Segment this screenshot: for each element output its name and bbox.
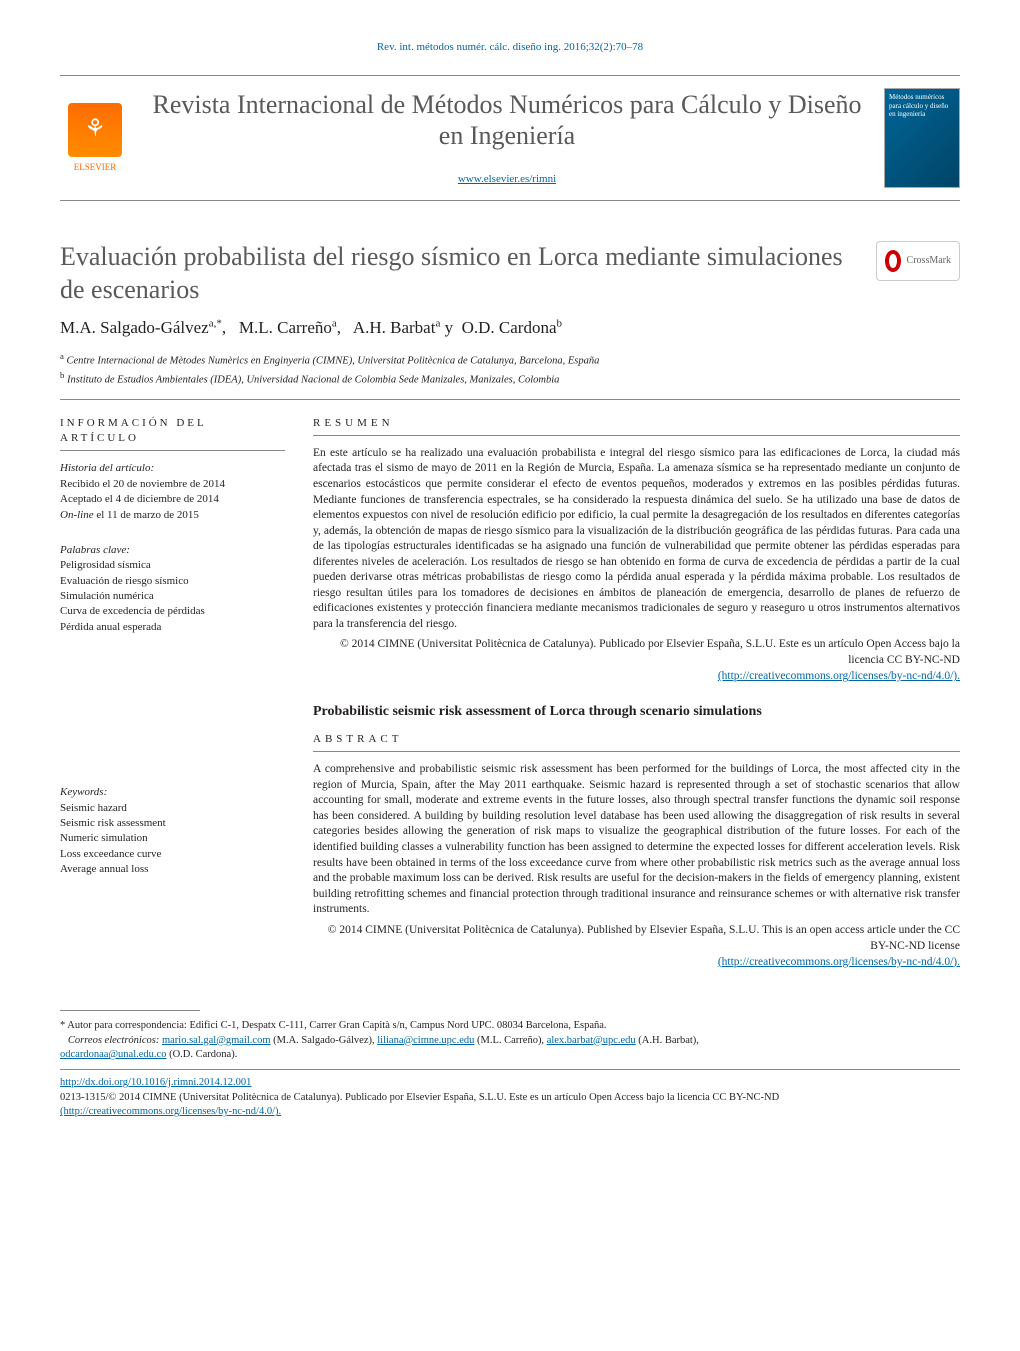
kw-es-3: Curva de excedencia de pérdidas — [60, 605, 205, 617]
author-3-aff: a — [435, 318, 440, 330]
author-4-aff: b — [557, 318, 563, 330]
resumen-copyright-text: © 2014 CIMNE (Universitat Politècnica de… — [340, 638, 960, 666]
doi-link[interactable]: http://dx.doi.org/10.1016/j.rimni.2014.1… — [60, 1077, 251, 1088]
abstract-license-link[interactable]: (http://creativecommons.org/licenses/by-… — [718, 956, 960, 968]
resumen-label: RESUMEN — [313, 416, 960, 436]
email-1-who: (M.L. Carreño), — [477, 1035, 544, 1046]
author-4: O.D. Cardona — [462, 318, 557, 337]
email-0-who: (M.A. Salgado-Gálvez), — [273, 1035, 374, 1046]
author-2: M.L. Carreño — [239, 318, 332, 337]
kw-en-0: Seismic hazard — [60, 802, 127, 814]
abstract-copyright: © 2014 CIMNE (Universitat Politècnica de… — [313, 922, 960, 970]
emails-line: Correos electrónicos: mario.sal.gal@gmai… — [60, 1034, 960, 1063]
keywords-en-block: Keywords: Seismic hazard Seismic risk as… — [60, 785, 285, 877]
email-3-who: (O.D. Cardona). — [169, 1049, 237, 1060]
bottom-rule-1 — [60, 1069, 960, 1070]
kw-es-1: Evaluación de riesgo sísmico — [60, 575, 189, 587]
kw-en-4: Average annual loss — [60, 863, 148, 875]
email-1[interactable]: liliana@cimne.upc.edu — [377, 1035, 474, 1046]
abstract-text: A comprehensive and probabilistic seismi… — [313, 762, 960, 917]
publisher-name: ELSEVIER — [60, 161, 130, 174]
issn-line: 0213-1315/© 2014 CIMNE (Universitat Poli… — [60, 1092, 779, 1103]
journal-url-link[interactable]: www.elsevier.es/rimni — [458, 173, 556, 185]
crossmark-icon — [885, 250, 901, 272]
right-column: RESUMEN En este artículo se ha realizado… — [313, 416, 960, 970]
footnotes: * Autor para correspondencia: Edifici C-… — [60, 1019, 960, 1120]
resumen-license-link[interactable]: (http://creativecommons.org/licenses/by-… — [718, 670, 960, 682]
history-block: Historia del artículo: Recibido el 20 de… — [60, 461, 285, 523]
abstract-label: ABSTRACT — [313, 732, 960, 752]
authors-line: M.A. Salgado-Gálveza,*, M.L. Carreñoa, A… — [60, 316, 960, 340]
english-title: Probabilistic seismic risk assessment of… — [313, 702, 960, 722]
journal-header: ⚘ ELSEVIER Revista Internacional de Méto… — [60, 75, 960, 201]
keywords-es-block: Palabras clave: Peligrosidad sísmica Eva… — [60, 543, 285, 635]
emails-label: Correos electrónicos: — [68, 1035, 159, 1046]
kw-en-3: Loss exceedance curve — [60, 848, 161, 860]
kw-es-0: Peligrosidad sísmica — [60, 559, 151, 571]
author-2-aff: a — [332, 318, 337, 330]
email-2-who: (A.H. Barbat), — [638, 1035, 699, 1046]
affiliation-b: Instituto de Estudios Ambientales (IDEA)… — [67, 375, 559, 386]
article-title: Evaluación probabilista del riesgo sísmi… — [60, 241, 856, 306]
corresponding-author: * Autor para correspondencia: Edifici C-… — [60, 1019, 960, 1034]
footnote-rule — [60, 1010, 200, 1011]
keywords-en-label: Keywords: — [60, 786, 107, 798]
journal-title-block: Revista Internacional de Métodos Numéric… — [150, 89, 864, 188]
kw-en-1: Seismic risk assessment — [60, 817, 166, 829]
issn-license-link[interactable]: (http://creativecommons.org/licenses/by-… — [60, 1106, 281, 1117]
email-0[interactable]: mario.sal.gal@gmail.com — [162, 1035, 271, 1046]
email-3[interactable]: odcardonaa@unal.edu.co — [60, 1049, 166, 1060]
resumen-text: En este artículo se ha realizado una eva… — [313, 446, 960, 632]
author-1: M.A. Salgado-Gálvez — [60, 318, 209, 337]
affiliations: a Centre Internacional de Mètodes Numèri… — [60, 350, 960, 399]
kw-en-2: Numeric simulation — [60, 832, 148, 844]
left-column: INFORMACIÓN DEL ARTÍCULO Historia del ar… — [60, 416, 285, 970]
affiliation-a: Centre Internacional de Mètodes Numèrics… — [67, 356, 600, 367]
history-online: el 11 de marzo de 2015 — [96, 509, 199, 521]
article-header-row: Evaluación probabilista del riesgo sísmi… — [60, 241, 960, 306]
history-received: Recibido el 20 de noviembre de 2014 — [60, 478, 225, 490]
abstract-copyright-text: © 2014 CIMNE (Universitat Politècnica de… — [328, 924, 960, 952]
crossmark-label: CrossMark — [907, 254, 951, 268]
keywords-es-label: Palabras clave: — [60, 544, 130, 556]
kw-es-2: Simulación numérica — [60, 590, 154, 602]
author-3: A.H. Barbat — [353, 318, 436, 337]
resumen-copyright: © 2014 CIMNE (Universitat Politècnica de… — [313, 636, 960, 684]
journal-cover-thumbnail: Métodos numéricos para cálculo y diseño … — [884, 88, 960, 188]
content-columns: INFORMACIÓN DEL ARTÍCULO Historia del ar… — [60, 416, 960, 970]
history-accepted: Aceptado el 4 de diciembre de 2014 — [60, 493, 219, 505]
crossmark-badge[interactable]: CrossMark — [876, 241, 960, 281]
citation-line: Rev. int. métodos numér. cálc. diseño in… — [60, 40, 960, 55]
history-label: Historia del artículo: — [60, 462, 154, 474]
journal-title: Revista Internacional de Métodos Numéric… — [150, 89, 864, 151]
info-label: INFORMACIÓN DEL ARTÍCULO — [60, 416, 285, 452]
author-1-aff: a,* — [209, 318, 222, 330]
elsevier-logo: ⚘ ELSEVIER — [60, 103, 130, 174]
kw-es-4: Pérdida anual esperada — [60, 621, 161, 633]
elsevier-tree-icon: ⚘ — [68, 103, 122, 157]
email-2[interactable]: alex.barbat@upc.edu — [547, 1035, 636, 1046]
